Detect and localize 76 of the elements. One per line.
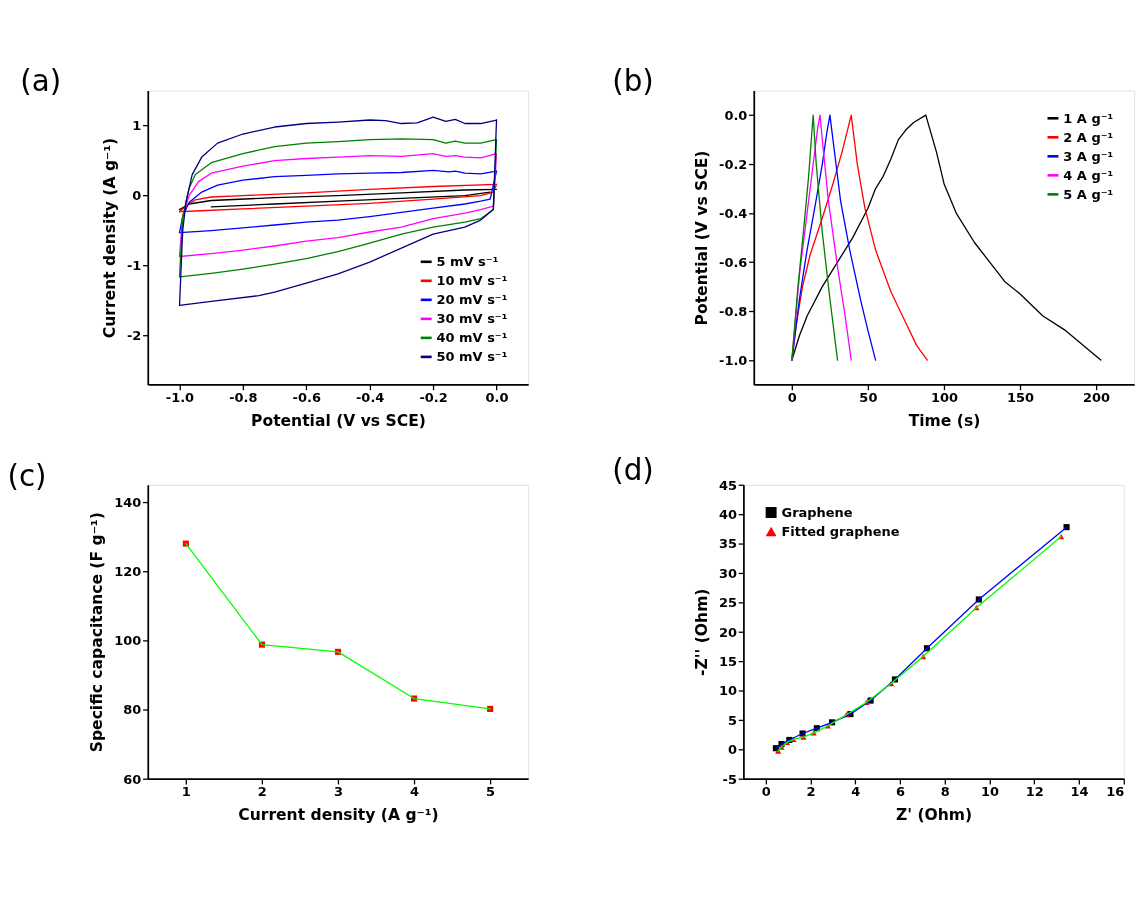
x-tick-label: 4 [410, 784, 420, 800]
x-axis-title: Z' (Ohm) [896, 805, 973, 824]
x-tick-label: 16 [1106, 784, 1125, 800]
y-tick-label: 0.0 [724, 107, 748, 123]
x-tick-label: 6 [896, 784, 906, 800]
chart-title: (a) [20, 64, 62, 99]
legend-label: 4 A g⁻¹ [1063, 167, 1114, 183]
y-tick-label: 35 [718, 536, 737, 552]
x-tick-label: 200 [1083, 390, 1111, 406]
legend-label: 2 A g⁻¹ [1063, 129, 1114, 145]
y-tick-label: 45 [718, 477, 737, 493]
legend-label: 3 A g⁻¹ [1063, 148, 1114, 164]
x-tick-label: -0.8 [229, 390, 258, 406]
y-tick-label: 120 [114, 564, 142, 580]
y-tick-label: 20 [718, 624, 737, 640]
legend-label: 30 mV s⁻¹ [436, 311, 508, 327]
x-tick-label: 0.0 [485, 390, 509, 406]
y-tick-label: -1.0 [719, 352, 748, 368]
y-tick-label: 0 [132, 188, 142, 204]
y-tick-label: 5 [727, 712, 737, 728]
y-axis-title: -Z'' (Ohm) [692, 588, 711, 676]
x-tick-label: 2 [257, 784, 267, 800]
x-tick-label: 4 [851, 784, 861, 800]
legend-label: 5 mV s⁻¹ [436, 254, 499, 270]
y-axis-title: Current density (A g⁻¹) [100, 137, 119, 339]
y-axis-title: Specific capacitance (F g⁻¹) [88, 512, 107, 753]
legend-label: 10 mV s⁻¹ [436, 273, 508, 289]
x-axis-title: Time (s) [908, 411, 981, 430]
legend-label: 1 A g⁻¹ [1063, 110, 1114, 126]
x-tick-label: 12 [1025, 784, 1044, 800]
legend-label: 50 mV s⁻¹ [436, 349, 508, 365]
legend-label: Graphene [781, 504, 853, 520]
y-tick-label: -0.6 [719, 254, 748, 270]
y-tick-label: 10 [718, 683, 737, 699]
x-axis-title: Potential (V vs SCE) [251, 411, 426, 430]
x-tick-label: 150 [1007, 390, 1035, 406]
y-tick-label: 25 [718, 595, 737, 611]
chart-title: (b) [612, 64, 654, 99]
chart-title: (c) [7, 458, 47, 493]
legend-label: 5 A g⁻¹ [1063, 186, 1114, 202]
x-tick-label: -0.2 [419, 390, 448, 406]
x-tick-label: 8 [940, 784, 950, 800]
x-tick-label: 100 [930, 390, 958, 406]
y-tick-label: -5 [722, 771, 737, 787]
y-tick-label: -0.2 [719, 156, 748, 172]
y-axis-title: Potential (V vs SCE) [692, 150, 711, 326]
legend-label: Fitted graphene [781, 523, 900, 539]
y-tick-label: -0.8 [719, 303, 748, 319]
y-tick-label: 30 [718, 565, 737, 581]
x-tick-label: 2 [806, 784, 816, 800]
x-tick-label: 3 [333, 784, 343, 800]
x-tick-label: 50 [859, 390, 878, 406]
y-tick-label: 1 [132, 118, 142, 134]
x-tick-label: -0.6 [292, 390, 321, 406]
y-tick-label: 80 [123, 702, 142, 718]
y-tick-label: 140 [114, 494, 142, 510]
x-tick-label: 10 [981, 784, 1000, 800]
x-tick-label: -0.4 [355, 390, 385, 406]
x-tick-label: 5 [486, 784, 496, 800]
y-tick-label: 0 [727, 742, 737, 758]
x-axis-title: Current density (A g⁻¹) [238, 805, 439, 824]
y-tick-label: -1 [126, 258, 142, 274]
y-tick-label: -2 [126, 328, 142, 344]
x-tick-label: -1.0 [165, 390, 195, 406]
y-tick-label: 40 [718, 506, 737, 522]
x-tick-label: 1 [181, 784, 191, 800]
chart-title: (d) [612, 452, 654, 487]
x-tick-label: 14 [1070, 784, 1089, 800]
y-tick-label: 100 [114, 633, 142, 649]
x-tick-label: 0 [761, 784, 771, 800]
legend-label: 40 mV s⁻¹ [436, 330, 508, 346]
y-tick-label: -0.4 [719, 205, 748, 221]
y-tick-label: 60 [123, 771, 142, 787]
legend-label: 20 mV s⁻¹ [436, 292, 508, 308]
x-tick-label: 0 [787, 390, 797, 406]
y-tick-label: 15 [718, 653, 737, 669]
